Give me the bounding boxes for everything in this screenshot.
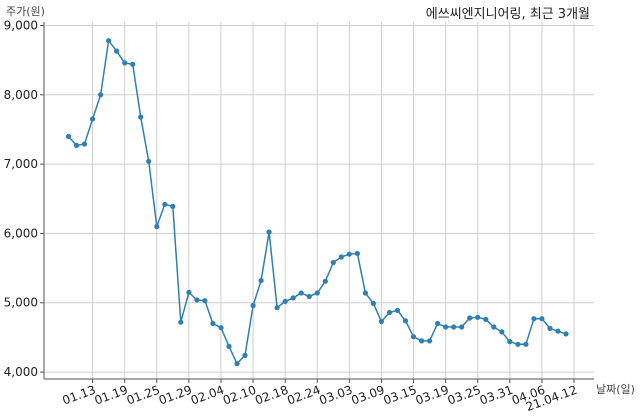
data-point xyxy=(354,250,360,257)
data-point xyxy=(130,61,136,67)
data-point xyxy=(186,289,192,295)
data-point xyxy=(419,338,425,344)
data-point xyxy=(499,329,505,335)
y-tick-label: 9,000 xyxy=(4,18,38,32)
data-point xyxy=(547,325,553,331)
data-point xyxy=(314,290,320,296)
data-point xyxy=(210,320,216,327)
y-tick-label: 5,000 xyxy=(4,296,38,310)
data-point xyxy=(194,297,200,303)
data-point xyxy=(282,298,288,304)
data-point xyxy=(202,298,208,304)
grid-lines xyxy=(44,22,594,379)
data-point xyxy=(443,324,449,330)
price-series xyxy=(65,38,569,367)
data-point xyxy=(378,318,384,325)
data-point xyxy=(306,293,312,300)
data-point xyxy=(507,339,513,345)
data-point xyxy=(234,361,240,367)
data-point xyxy=(475,314,481,320)
x-axis-label: 날짜(일) xyxy=(596,382,635,396)
data-point xyxy=(106,38,112,44)
data-point xyxy=(81,141,88,147)
data-point xyxy=(539,316,545,322)
data-point xyxy=(531,316,537,322)
data-point xyxy=(402,318,409,324)
data-point xyxy=(298,290,304,296)
axis-labels: 에쓰씨엔지니어링, 최근 3개월 주가(원) 날짜(일) xyxy=(6,5,635,396)
y-tick-label: 7,000 xyxy=(4,157,38,171)
data-point xyxy=(338,254,344,260)
data-point xyxy=(394,307,401,313)
data-point xyxy=(250,302,256,309)
data-point xyxy=(98,92,104,98)
data-point xyxy=(65,133,72,139)
data-point xyxy=(274,305,280,311)
y-tick-label: 6,000 xyxy=(4,226,38,240)
data-point xyxy=(515,341,521,347)
data-point xyxy=(322,278,328,284)
data-point xyxy=(73,142,80,148)
data-point xyxy=(346,251,352,257)
data-point xyxy=(410,334,417,340)
data-point xyxy=(483,316,489,322)
data-point xyxy=(370,300,376,306)
data-point xyxy=(266,229,272,235)
chart-title: 에쓰씨엔지니어링, 최근 3개월 xyxy=(426,7,590,22)
data-point xyxy=(330,259,336,266)
data-point xyxy=(242,352,248,358)
data-point xyxy=(459,324,465,330)
data-point xyxy=(555,328,561,334)
data-point xyxy=(178,319,184,325)
data-point xyxy=(226,343,232,349)
data-point xyxy=(290,295,296,301)
data-point xyxy=(170,203,176,209)
y-tick-label: 8,000 xyxy=(4,88,38,102)
data-point xyxy=(258,278,264,284)
data-point xyxy=(162,201,168,207)
data-point xyxy=(491,324,497,330)
data-point xyxy=(362,290,368,296)
data-point xyxy=(386,309,393,316)
data-point xyxy=(563,331,569,337)
data-point xyxy=(218,325,224,331)
data-point xyxy=(138,114,144,120)
y-axis-label: 주가(원) xyxy=(6,5,45,18)
data-point xyxy=(523,341,529,347)
data-point xyxy=(90,116,96,122)
data-point xyxy=(154,223,160,230)
y-tick-label: 4,000 xyxy=(4,365,38,379)
data-point xyxy=(467,315,473,321)
data-point xyxy=(114,48,120,54)
data-point xyxy=(451,324,457,330)
data-point xyxy=(427,338,433,344)
data-point xyxy=(122,60,128,66)
data-point xyxy=(146,158,152,164)
data-point xyxy=(435,320,441,327)
